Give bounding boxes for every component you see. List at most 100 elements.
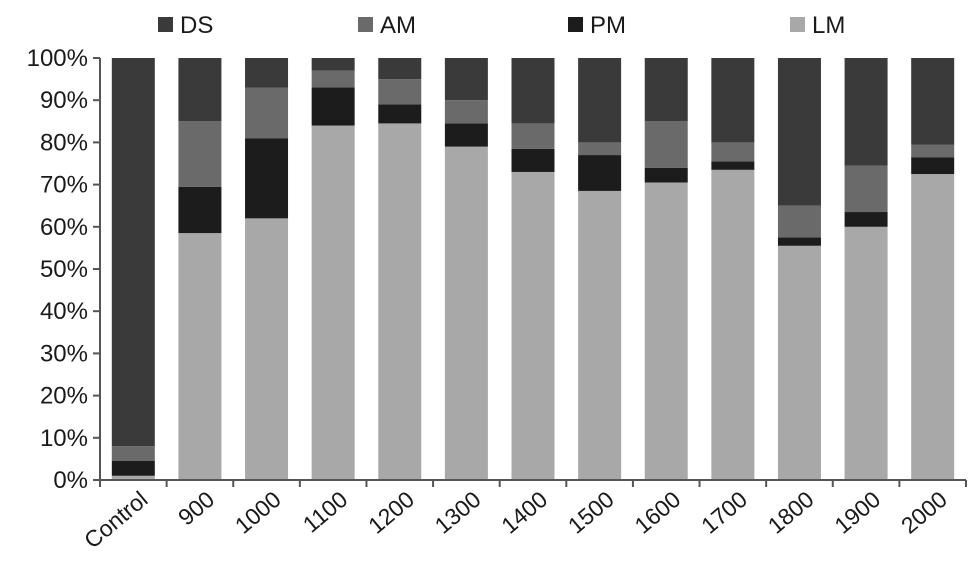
x-tick-label-1600: 1600 [630, 486, 686, 539]
bar-1300-lm [444, 146, 488, 480]
legend-label-pm: PM [590, 12, 626, 39]
bar-1100-am [311, 70, 355, 88]
x-tick-label-1700: 1700 [696, 486, 752, 539]
y-tick-label: 60% [40, 214, 88, 241]
bar-group-1100 [311, 58, 355, 481]
x-tick-label-1200: 1200 [363, 486, 419, 539]
legend: DS AM PM LM [158, 12, 845, 39]
bar-group-1700 [711, 58, 755, 480]
bar-1600-pm [644, 167, 688, 183]
y-tick-label: 10% [40, 425, 88, 452]
bar-group-2000 [911, 58, 955, 481]
bar-1000-pm [245, 138, 289, 219]
bar-1900-lm [844, 226, 888, 480]
bar-1600-lm [644, 182, 688, 481]
bar-1600-ds [644, 58, 688, 122]
legend-label-ds: DS [180, 12, 213, 39]
bar-1800-lm [777, 245, 821, 480]
x-tick-label-1100: 1100 [298, 486, 353, 538]
bar-group-1300 [444, 58, 488, 480]
x-tick-label-control: Control [79, 486, 153, 554]
bar-1600-am [644, 121, 688, 168]
y-tick-label: 80% [40, 129, 88, 156]
bar-2000-pm [911, 157, 955, 175]
bar-group-1400 [511, 58, 555, 480]
x-axis: Control 900 1000 1100 1200 1300 1400 1500 1600 17… [79, 479, 967, 554]
bar-1300-pm [444, 123, 488, 147]
bar-1200-ds [378, 58, 422, 80]
legend-label-lm: LM [812, 12, 845, 39]
bar-group-900 [178, 58, 222, 480]
bar-1300-ds [444, 58, 488, 101]
bar-1500-pm [578, 155, 622, 191]
bar-control-pm [111, 461, 155, 476]
bar-1300-am [444, 100, 488, 124]
bar-1200-pm [378, 104, 422, 124]
bar-1200-lm [378, 123, 422, 480]
bar-1100-lm [311, 125, 355, 481]
bar-1400-lm [511, 171, 555, 480]
x-tick-label-1000: 1000 [230, 486, 286, 539]
y-tick-label: 70% [40, 172, 88, 199]
x-tick-label-1500: 1500 [563, 486, 619, 539]
bar-1000-am [245, 87, 289, 139]
y-tick-label: 40% [40, 298, 88, 325]
x-tick-label-2000: 2000 [896, 486, 952, 539]
bar-1800-am [777, 205, 821, 238]
bar-1700-pm [711, 161, 755, 170]
bar-1100-ds [311, 58, 355, 71]
x-tick-label-900: 900 [173, 486, 219, 531]
bars [111, 58, 955, 481]
bar-1400-pm [511, 148, 555, 172]
bar-1800-pm [777, 237, 821, 246]
bar-group-1900 [844, 58, 888, 480]
legend-marker-pm [568, 17, 583, 32]
y-tick-label: 100% [27, 45, 88, 72]
legend-marker-ds [158, 17, 173, 32]
bar-1500-am [578, 142, 622, 156]
bar-900-ds [178, 58, 222, 122]
bar-1900-pm [844, 212, 888, 227]
bar-1500-lm [578, 190, 622, 480]
bar-2000-lm [911, 174, 955, 481]
bar-2000-ds [911, 58, 955, 145]
bar-1900-ds [844, 58, 888, 166]
y-axis: 0% 10% 20% 30% 40% 50% 60% 70% 80% 90% 100% [27, 45, 101, 494]
bar-group-1600 [644, 58, 688, 481]
x-tick-label-1900: 1900 [829, 486, 885, 539]
bar-group-1200 [378, 58, 422, 480]
y-tick-label: 50% [40, 256, 88, 283]
x-tick-label-1400: 1400 [496, 486, 552, 539]
bar-1700-lm [711, 169, 755, 480]
bar-group-1800 [777, 58, 821, 480]
bar-1800-ds [777, 58, 821, 206]
bar-1400-am [511, 123, 555, 149]
bar-1000-ds [245, 58, 289, 88]
bar-group-1000 [245, 58, 289, 481]
y-tick-label: 20% [40, 383, 88, 410]
bar-1100-pm [311, 87, 355, 126]
bar-1700-am [711, 142, 755, 162]
bar-1700-ds [711, 58, 755, 143]
y-tick-label: 0% [53, 467, 88, 494]
bar-900-lm [178, 233, 222, 480]
x-tick-label-1800: 1800 [763, 486, 819, 539]
bar-group-1500 [578, 58, 622, 480]
legend-marker-am [358, 17, 373, 32]
legend-marker-lm [790, 17, 805, 32]
bar-900-pm [178, 186, 222, 234]
bar-1500-ds [578, 58, 622, 143]
y-tick-label: 90% [40, 87, 88, 114]
bar-2000-am [911, 144, 955, 158]
bar-1900-am [844, 165, 888, 213]
x-tick-label-1300: 1300 [430, 486, 486, 539]
bar-1200-am [378, 79, 422, 105]
legend-label-am: AM [380, 12, 416, 39]
bar-1400-ds [511, 58, 555, 124]
bar-control-ds [111, 58, 155, 447]
bar-group-control [111, 58, 155, 480]
bar-900-am [178, 121, 222, 187]
bar-1000-lm [245, 218, 289, 481]
